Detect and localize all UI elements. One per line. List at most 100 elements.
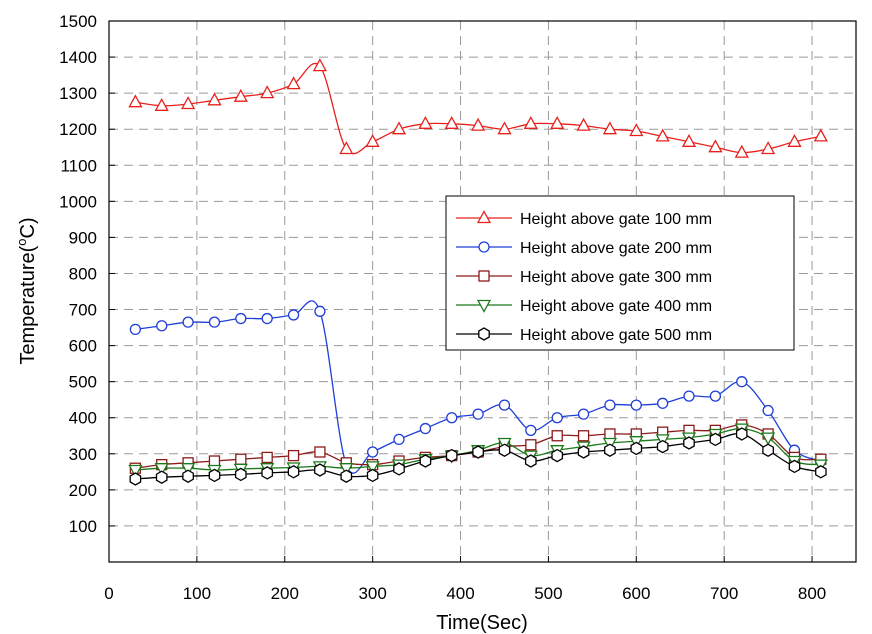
data-point: [472, 445, 484, 459]
data-point: [128, 464, 143, 478]
data-point: [287, 449, 300, 462]
y-tick-label: 1500: [59, 12, 97, 31]
data-point: [498, 399, 511, 411]
data-point: [129, 472, 142, 486]
data-point: [476, 210, 492, 224]
x-tick-label: 100: [183, 584, 211, 603]
data-point: [478, 327, 490, 341]
data-point: [444, 115, 459, 129]
data-point: [260, 85, 275, 99]
data-point: [261, 466, 274, 480]
y-tick-label: 1200: [59, 120, 97, 139]
data-point: [524, 454, 537, 468]
data-point: [339, 141, 354, 155]
data-point: [630, 399, 642, 411]
x-tick-label: 0: [104, 584, 113, 603]
data-point: [577, 430, 590, 442]
data-point: [683, 436, 695, 450]
data-point: [156, 320, 168, 332]
data-point: [234, 467, 247, 482]
data-point: [391, 121, 407, 135]
data-point: [471, 117, 486, 131]
x-tick-label: 800: [798, 584, 826, 603]
data-point: [154, 97, 169, 111]
data-point: [551, 448, 564, 463]
data-point: [576, 117, 591, 131]
data-point: [629, 123, 644, 137]
data-point: [340, 469, 353, 483]
y-tick-label: 200: [69, 481, 97, 500]
data-point: [577, 445, 590, 459]
data-point: [419, 454, 432, 468]
data-point: [550, 115, 565, 129]
data-point: [577, 408, 590, 420]
series-line: [135, 62, 821, 155]
y-tick-label: 1300: [59, 84, 97, 103]
data-point: [476, 299, 492, 313]
y-tick-label: 900: [69, 228, 97, 247]
data-point: [762, 404, 774, 417]
data-point: [208, 455, 221, 467]
data-point: [418, 115, 433, 129]
data-point: [181, 96, 196, 110]
series-group: [128, 58, 828, 486]
legend-label: Height above gate 500 mm: [520, 327, 712, 344]
y-tick-label: 1100: [60, 156, 97, 175]
y-tick-label: 1400: [59, 48, 97, 67]
data-point: [366, 468, 379, 483]
data-point: [182, 469, 194, 483]
legend-label: Height above gate 100 mm: [520, 211, 712, 228]
plot-frame: [108, 20, 857, 563]
data-point: [446, 412, 458, 424]
data-point: [261, 312, 273, 325]
y-tick-label: 100: [69, 517, 97, 536]
data-point: [182, 316, 194, 328]
data-point: [604, 399, 616, 411]
legend-label: Height above gate 300 mm: [520, 269, 712, 286]
x-tick-label: 300: [358, 584, 386, 603]
data-point: [736, 376, 748, 388]
legend-label: Height above gate 400 mm: [520, 298, 712, 315]
data-point: [128, 94, 143, 108]
data-point: [207, 92, 222, 106]
data-point: [445, 448, 458, 463]
data-point: [365, 461, 380, 475]
data-point: [208, 468, 221, 483]
legend-entry: Height above gate 500 mm: [456, 327, 712, 344]
data-point: [235, 312, 247, 325]
y-tick-label: 500: [69, 373, 97, 392]
data-point: [709, 432, 722, 447]
legend-entry: Height above gate 400 mm: [456, 298, 712, 315]
data-point: [525, 424, 537, 437]
data-point: [761, 141, 776, 155]
data-point: [525, 439, 537, 451]
series-5: [129, 427, 827, 486]
data-point: [497, 121, 512, 135]
data-point: [602, 121, 617, 135]
series-line: [135, 300, 822, 474]
y-tick-label: 700: [69, 301, 97, 320]
data-point: [287, 309, 300, 321]
x-tick-label: 500: [534, 584, 562, 603]
data-point: [366, 446, 379, 458]
data-point: [339, 463, 354, 477]
axis-ticks: 0 100 200 300 400 500 600 700 800 100 200 300 400 500…: [59, 12, 826, 603]
x-tick-label: 200: [271, 584, 299, 603]
data-point: [762, 443, 774, 457]
y-axis-title-main: Temperature(: [17, 245, 39, 364]
data-point: [393, 433, 405, 446]
data-point: [604, 428, 616, 440]
data-point: [656, 439, 669, 454]
data-point: [365, 133, 380, 147]
data-point: [129, 323, 142, 336]
data-point: [478, 270, 490, 282]
legend-label: Height above gate 200 mm: [520, 240, 712, 257]
y-tick-label: 400: [69, 409, 97, 428]
data-point: [498, 443, 511, 457]
data-point: [683, 390, 695, 402]
data-point: [734, 144, 749, 158]
data-point: [735, 427, 748, 441]
y-tick-label: 1000: [59, 192, 97, 211]
data-point: [286, 76, 301, 90]
